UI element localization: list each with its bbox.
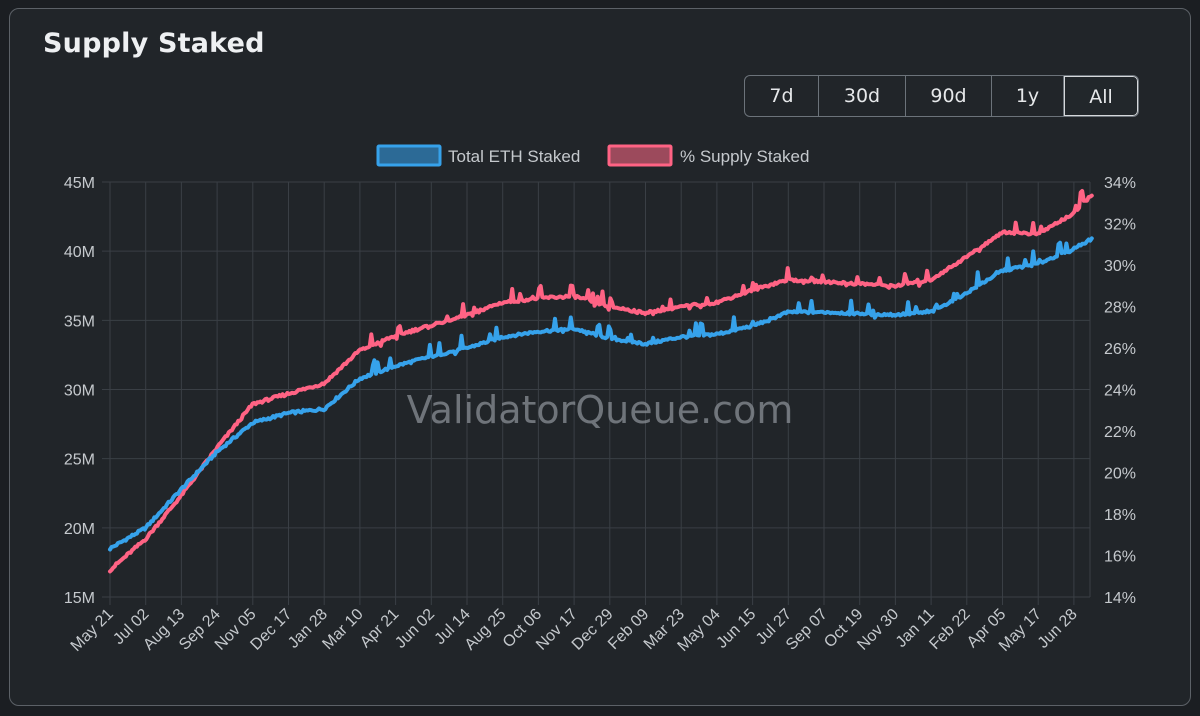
x-tick-label: Jun 15: [713, 606, 759, 652]
series-lines: [108, 189, 1094, 574]
y-right-tick-label: 14%: [1104, 590, 1136, 607]
range-button-7d[interactable]: 7d: [745, 76, 819, 116]
y-right-tick-label: 26%: [1104, 341, 1136, 358]
y-right-tick-label: 28%: [1104, 300, 1136, 317]
legend-label-total-eth: Total ETH Staked: [448, 147, 580, 166]
time-range-selector: 7d 30d 90d 1y All: [744, 75, 1139, 117]
x-tick-label: May 21: [68, 606, 117, 655]
legend-item-pct-supply[interactable]: % Supply Staked: [607, 144, 809, 167]
y-left-tick-label: 20M: [64, 521, 95, 538]
y-left-tick-label: 45M: [64, 175, 95, 192]
y-axis-right: 14% 16% 18% 20% 22% 24% 26% 28% 30% 32% 34%: [1104, 175, 1136, 607]
range-button-30d[interactable]: 30d: [819, 76, 906, 116]
y-right-tick-label: 32%: [1104, 217, 1136, 234]
range-button-1y[interactable]: 1y: [992, 76, 1064, 116]
y-left-tick-label: 30M: [64, 383, 95, 400]
x-tick-label: Jun 02: [392, 606, 438, 652]
legend-swatch-total-eth: [376, 144, 442, 167]
chart-card: [9, 8, 1191, 706]
y-left-tick-label: 35M: [64, 313, 95, 330]
y-right-tick-label: 30%: [1104, 258, 1136, 275]
y-right-tick-label: 18%: [1104, 507, 1136, 524]
y-right-tick-label: 16%: [1104, 549, 1136, 566]
range-button-all[interactable]: All: [1064, 76, 1138, 116]
y-right-tick-label: 24%: [1104, 383, 1136, 400]
y-right-tick-label: 34%: [1104, 175, 1136, 192]
legend-label-pct-supply: % Supply Staked: [680, 147, 809, 166]
x-tick-label: Feb 22: [926, 606, 973, 653]
legend: Total ETH Staked % Supply Staked: [376, 144, 809, 167]
x-tick-label: Mar 10: [319, 606, 366, 653]
series-line-pct-supply: [108, 189, 1094, 574]
series-line-total-eth: [108, 236, 1094, 552]
y-left-tick-label: 40M: [64, 244, 95, 261]
watermark: ValidatorQueue.com: [407, 388, 794, 432]
y-axis-left: 15M 20M 25M 30M 35M 40M 45M: [64, 175, 95, 607]
y-left-tick-label: 15M: [64, 590, 95, 607]
x-tick-label: Jun 28: [1035, 606, 1081, 652]
legend-swatch-pct-supply: [607, 144, 673, 167]
legend-item-total-eth[interactable]: Total ETH Staked: [376, 144, 580, 167]
card-title: Supply Staked: [43, 28, 265, 59]
y-right-tick-label: 22%: [1104, 424, 1136, 441]
y-right-tick-label: 20%: [1104, 466, 1136, 483]
y-left-tick-label: 25M: [64, 452, 95, 469]
range-button-90d[interactable]: 90d: [906, 76, 992, 116]
grid: [102, 181, 1091, 605]
